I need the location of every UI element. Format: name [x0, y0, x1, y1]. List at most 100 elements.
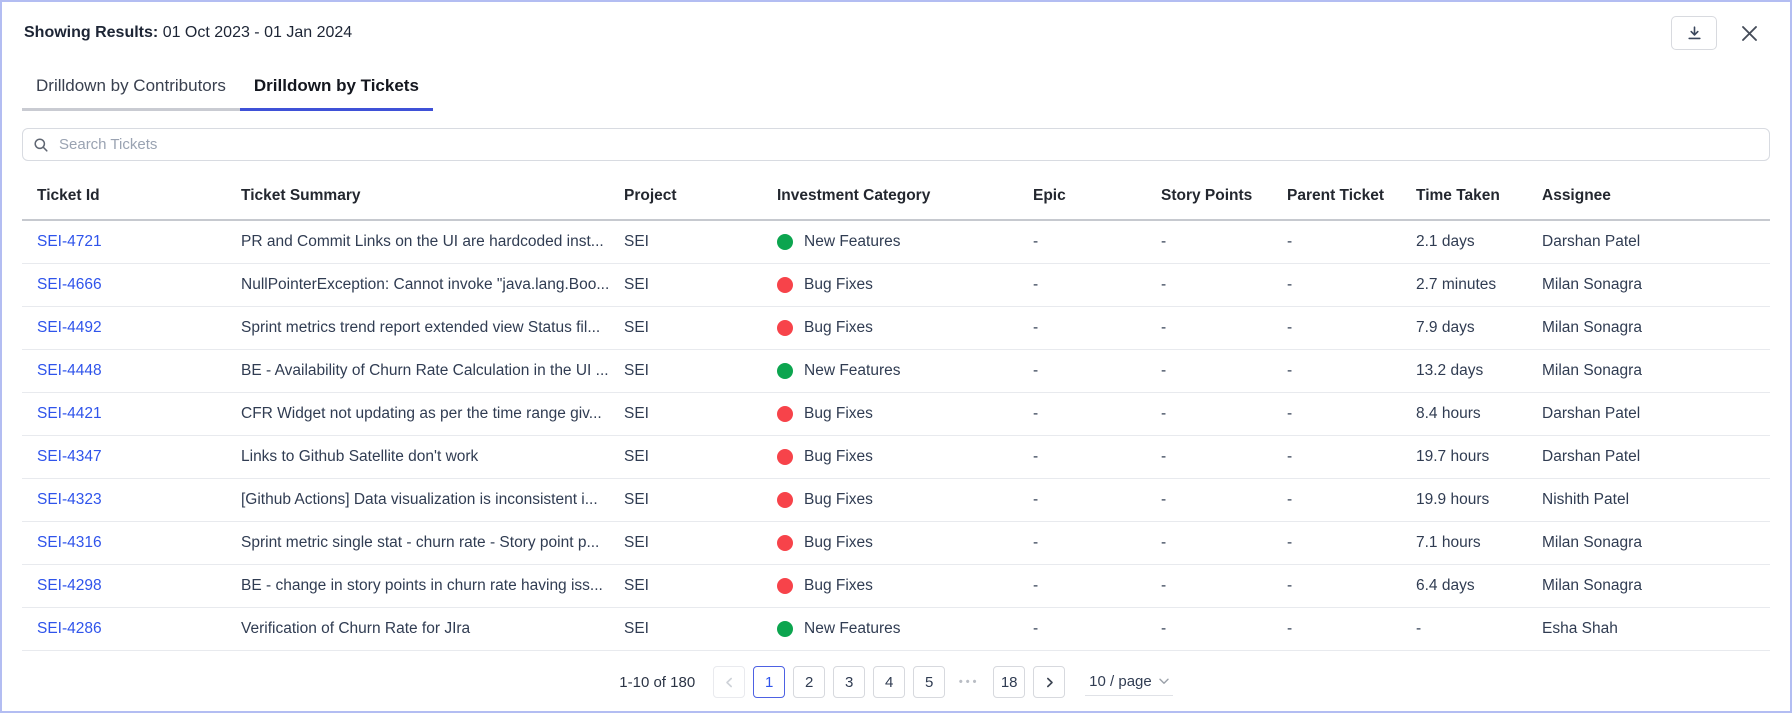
category-label: Bug Fixes [804, 577, 873, 594]
page-size-select[interactable]: 10 / page [1085, 668, 1173, 696]
close-button[interactable] [1739, 23, 1760, 44]
close-icon [1742, 25, 1757, 41]
column-header-ticket-summary: Ticket Summary [241, 187, 361, 204]
ticket-assignee: Esha Shah [1542, 620, 1618, 637]
ticket-time-taken: 6.4 days [1416, 577, 1475, 594]
pagination-page-3[interactable]: 3 [833, 666, 866, 698]
ticket-summary: CFR Widget not updating as per the time … [241, 405, 602, 422]
investment-category: Bug Fixes [777, 448, 1033, 466]
ticket-time-taken: 19.7 hours [1416, 448, 1490, 465]
ticket-project: SEI [624, 534, 649, 551]
ticket-id-link[interactable]: SEI-4492 [37, 319, 102, 336]
download-icon [1687, 25, 1701, 39]
ticket-time-taken: 13.2 days [1416, 362, 1484, 379]
chevron-right-icon [1046, 677, 1053, 687]
pagination-page-2[interactable]: 2 [793, 666, 826, 698]
investment-category: New Features [777, 233, 1033, 251]
ticket-summary: PR and Commit Links on the UI are hardco… [241, 233, 604, 250]
category-dot [777, 363, 793, 379]
ticket-story-points: - [1161, 233, 1167, 250]
ticket-epic: - [1033, 448, 1039, 465]
ticket-epic: - [1033, 577, 1039, 594]
table-row: SEI-4316 Sprint metric single stat - chur… [22, 522, 1770, 565]
ticket-id-link[interactable]: SEI-4721 [37, 233, 102, 250]
ticket-summary: [Github Actions] Data visualization is i… [241, 491, 598, 508]
tickets-table: Ticket Id Ticket Summary Project Investm… [22, 161, 1770, 651]
page-size-value: 10 / page [1089, 673, 1152, 690]
table-row: SEI-4448 BE - Availability of Churn Rate … [22, 350, 1770, 393]
ticket-id-link[interactable]: SEI-4666 [37, 276, 102, 293]
pagination-ellipsis[interactable]: ••• [953, 666, 986, 698]
ticket-story-points: - [1161, 620, 1167, 637]
ticket-time-taken: 7.9 days [1416, 319, 1475, 336]
pagination-page-5[interactable]: 5 [913, 666, 946, 698]
tab-drilldown-by-tickets[interactable]: Drilldown by Tickets [239, 68, 433, 111]
pagination-page-4[interactable]: 4 [873, 666, 906, 698]
ticket-story-points: - [1161, 448, 1167, 465]
search-input[interactable] [57, 135, 1759, 154]
ticket-summary: NullPointerException: Cannot invoke "jav… [241, 276, 610, 293]
ticket-summary: Links to Github Satellite don't work [241, 448, 479, 465]
ticket-id-link[interactable]: SEI-4347 [37, 448, 102, 465]
results-header: Showing Results: 01 Oct 2023 - 01 Jan 20… [2, 2, 1790, 50]
ticket-assignee: Milan Sonagra [1542, 577, 1642, 594]
download-button[interactable] [1671, 16, 1717, 50]
ticket-project: SEI [624, 620, 649, 637]
column-header-story-points: Story Points [1161, 187, 1253, 204]
ticket-id-link[interactable]: SEI-4421 [37, 405, 102, 422]
ticket-time-taken: 2.7 minutes [1416, 276, 1497, 293]
ticket-time-taken: 2.1 days [1416, 233, 1475, 250]
chevron-down-icon [1159, 678, 1169, 684]
showing-results-text: Showing Results: 01 Oct 2023 - 01 Jan 20… [24, 24, 352, 42]
pagination-prev-button[interactable] [713, 666, 746, 698]
ticket-parent: - [1287, 276, 1293, 293]
ticket-assignee: Darshan Patel [1542, 448, 1641, 465]
category-label: Bug Fixes [804, 448, 873, 465]
ticket-story-points: - [1161, 362, 1167, 379]
ticket-epic: - [1033, 233, 1039, 250]
ticket-story-points: - [1161, 491, 1167, 508]
category-dot [777, 578, 793, 594]
ticket-summary: BE - change in story points in churn rat… [241, 577, 603, 594]
ticket-epic: - [1033, 405, 1039, 422]
ticket-id-link[interactable]: SEI-4298 [37, 577, 102, 594]
table-row: SEI-4286 Verification of Churn Rate for J… [22, 608, 1770, 651]
tab-drilldown-by-contributors[interactable]: Drilldown by Contributors [22, 68, 240, 111]
ticket-epic: - [1033, 534, 1039, 551]
column-header-assignee: Assignee [1542, 187, 1611, 204]
header-actions [1671, 16, 1760, 50]
table-row: SEI-4421 CFR Widget not updating as per t… [22, 393, 1770, 436]
ticket-id-link[interactable]: SEI-4448 [37, 362, 102, 379]
pagination-page-1[interactable]: 1 [753, 666, 786, 698]
ticket-story-points: - [1161, 577, 1167, 594]
category-dot [777, 492, 793, 508]
pagination: 1-10 of 180 1 2 3 4 5 ••• 18 10 / page [2, 666, 1790, 698]
table-header-row: Ticket Id Ticket Summary Project Investm… [22, 161, 1770, 221]
ticket-project: SEI [624, 577, 649, 594]
ticket-parent: - [1287, 233, 1293, 250]
ticket-summary: Sprint metric single stat - churn rate -… [241, 534, 600, 551]
category-label: New Features [804, 620, 901, 637]
ticket-id-link[interactable]: SEI-4316 [37, 534, 102, 551]
ticket-assignee: Milan Sonagra [1542, 319, 1642, 336]
ticket-epic: - [1033, 362, 1039, 379]
showing-results-label: Showing Results: [24, 24, 159, 41]
ticket-assignee: Nishith Patel [1542, 491, 1630, 508]
category-dot [777, 277, 793, 293]
ticket-parent: - [1287, 448, 1293, 465]
ticket-parent: - [1287, 319, 1293, 336]
ticket-id-link[interactable]: SEI-4323 [37, 491, 102, 508]
pagination-next-button[interactable] [1033, 666, 1066, 698]
category-label: Bug Fixes [804, 534, 873, 551]
table-row: SEI-4666 NullPointerException: Cannot inv… [22, 264, 1770, 307]
ticket-assignee: Milan Sonagra [1542, 534, 1642, 551]
ticket-id-link[interactable]: SEI-4286 [37, 620, 102, 637]
column-header-project: Project [624, 187, 677, 204]
ticket-summary: BE - Availability of Churn Rate Calculat… [241, 362, 609, 379]
ticket-project: SEI [624, 362, 649, 379]
category-dot [777, 621, 793, 637]
ticket-story-points: - [1161, 319, 1167, 336]
ticket-project: SEI [624, 276, 649, 293]
pagination-page-18[interactable]: 18 [993, 666, 1026, 698]
ticket-parent: - [1287, 534, 1293, 551]
